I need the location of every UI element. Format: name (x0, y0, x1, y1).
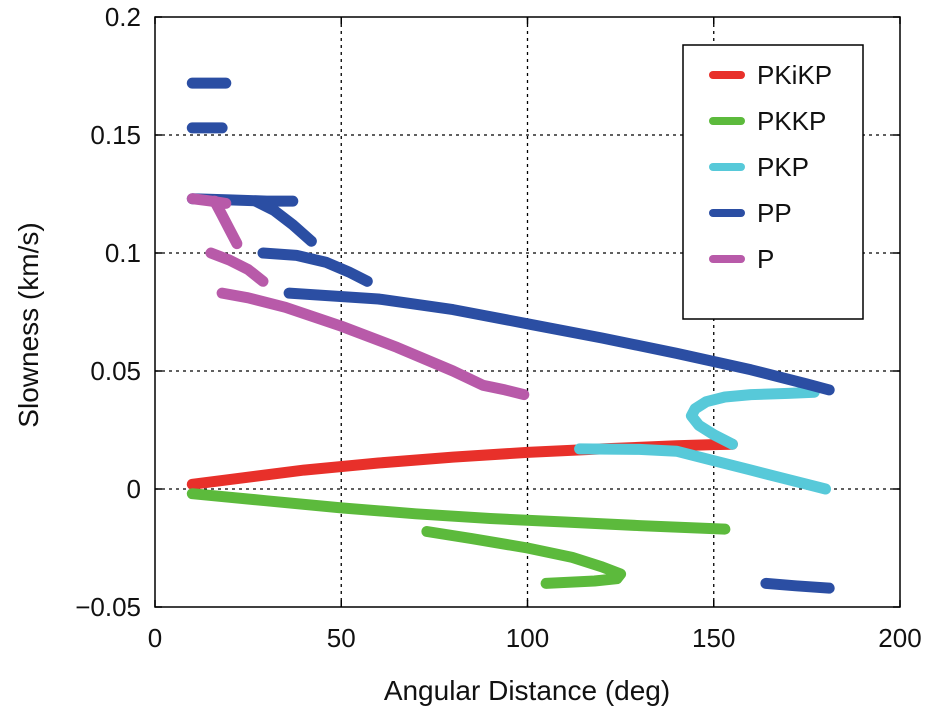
series-pp-segment (250, 195, 317, 247)
y-axis-label: Slowness (km/s) (13, 222, 44, 427)
x-tick-label: 100 (506, 623, 549, 653)
y-tick-label: 0.15 (90, 120, 141, 150)
legend-label-pkkp: PKKP (757, 106, 826, 136)
series-pkp-segment (685, 386, 820, 450)
series-pkkp-segment (421, 526, 627, 589)
series-pkkp-segment (186, 488, 731, 535)
legend-box (682, 44, 864, 320)
x-tick-label: 200 (878, 623, 921, 653)
series-pkp-segment (574, 443, 831, 495)
x-axis-label: Angular Distance (deg) (384, 675, 670, 706)
legend-label-p: P (757, 244, 774, 274)
series-pkikp-segment (186, 438, 738, 490)
x-tick-label: 150 (692, 623, 735, 653)
x-tick-label: 50 (327, 623, 356, 653)
y-tick-label: −0.05 (75, 592, 141, 622)
series-p-segment (205, 247, 269, 287)
y-tick-label: 0.1 (105, 238, 141, 268)
legend-label-pp: PP (757, 198, 792, 228)
legend-label-pkp: PKP (757, 152, 809, 182)
series-p-segment (209, 195, 243, 250)
series-pp-segment (283, 287, 835, 396)
y-tick-label: 0 (127, 474, 141, 504)
series-pp-segment (760, 577, 835, 594)
series-pp-segment (257, 247, 373, 287)
y-tick-label: 0.05 (90, 356, 141, 386)
y-tick-label: 0.2 (105, 2, 141, 32)
series-p-segment (216, 287, 530, 401)
legend-label-pkikp: PKiKP (757, 60, 832, 90)
data-layer (186, 77, 835, 594)
x-tick-label: 0 (148, 623, 162, 653)
